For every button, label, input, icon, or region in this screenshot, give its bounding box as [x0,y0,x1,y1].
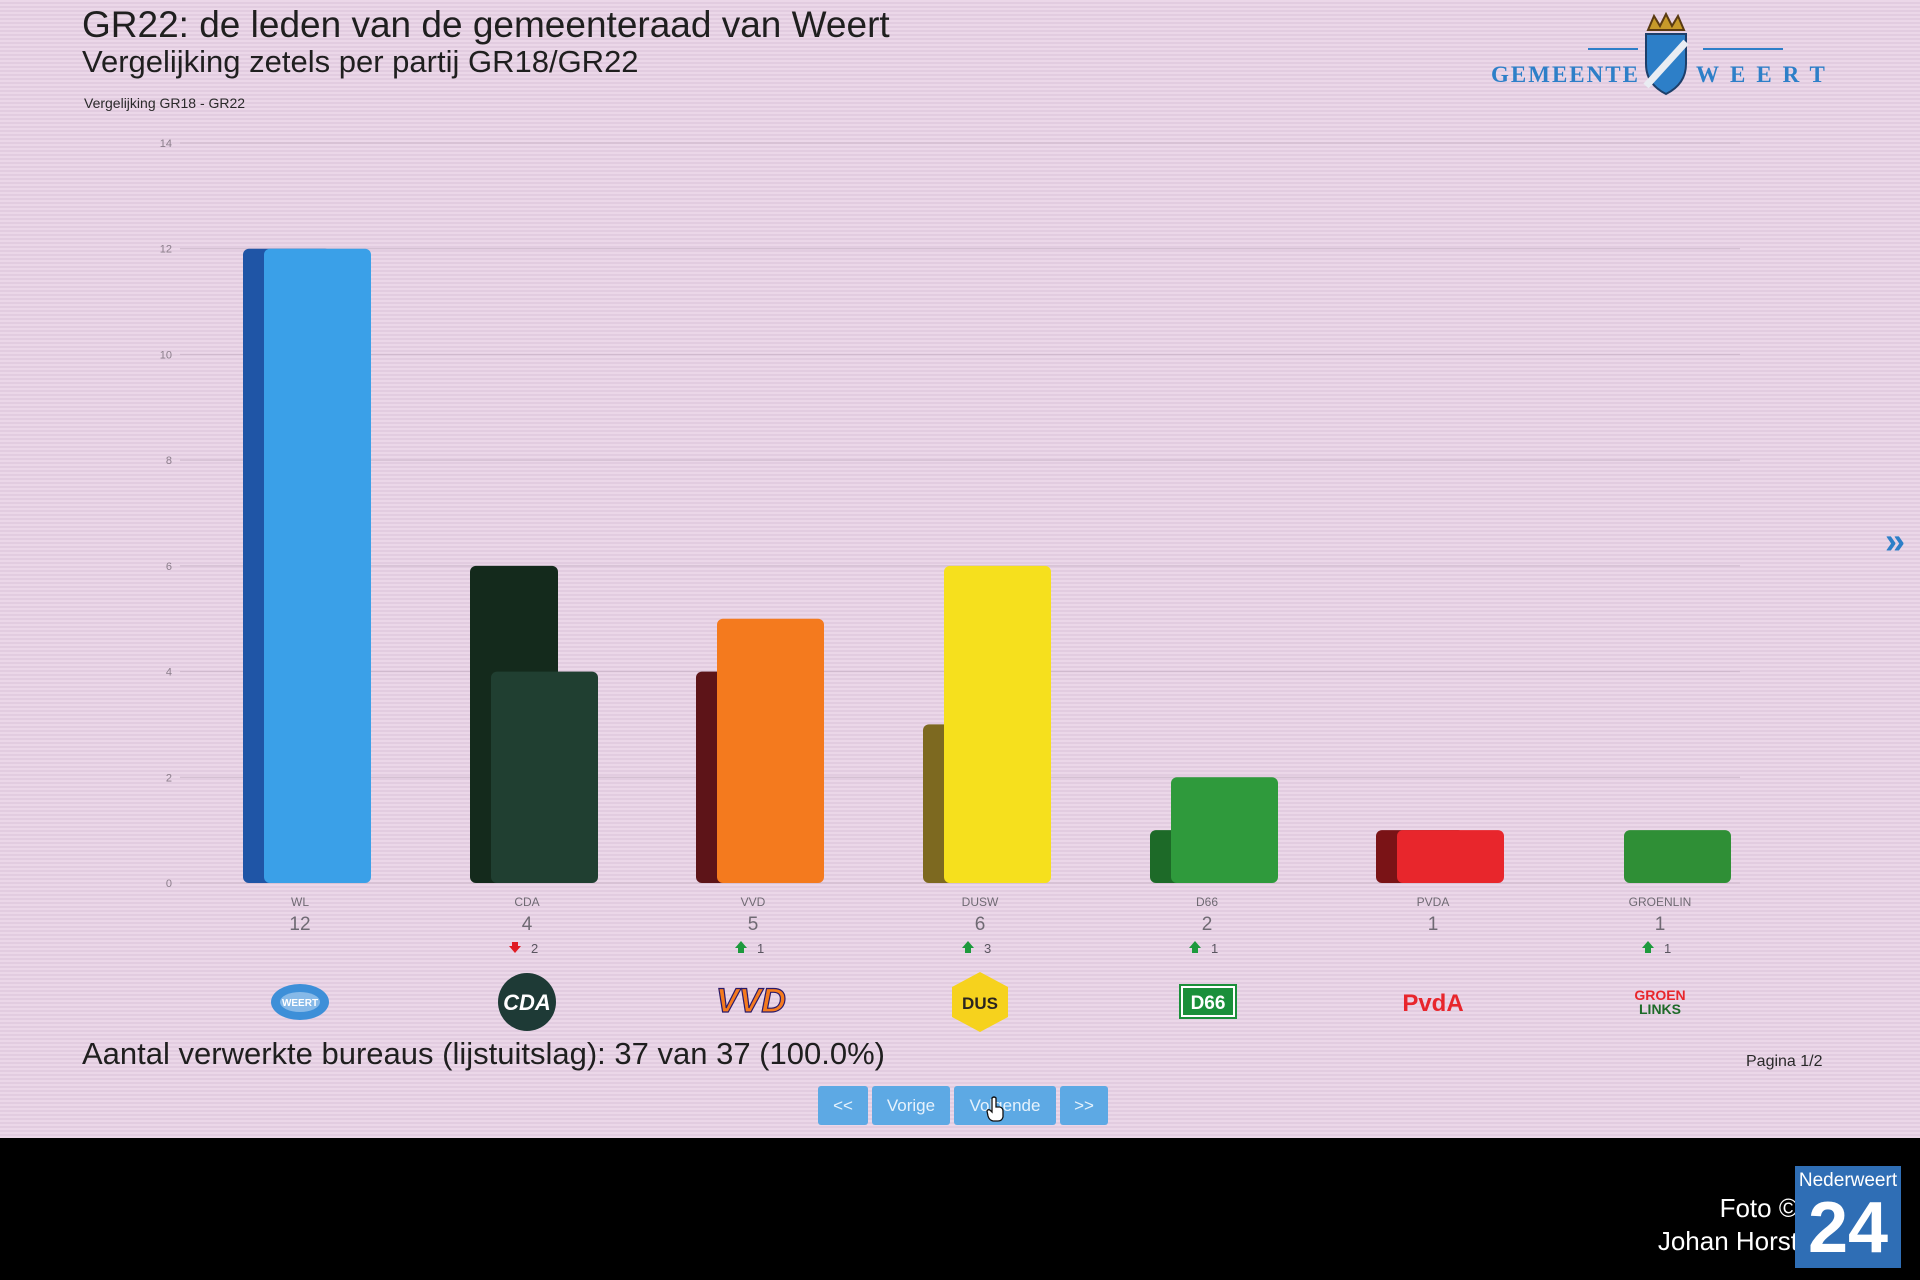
nederweert24-number: 24 [1807,1188,1889,1268]
bar-gr22 [944,565,1051,883]
change-label: 1 [757,941,764,956]
previous-page-button[interactable]: Vorige [872,1086,950,1125]
category-labels: WL 12 WEERT CDA 4 2 CDA VVD 5 1 VVD DUSW 6 3 DUS D66 2 1 D… [271,895,1691,1032]
category-label: DUSW [962,895,999,909]
logo-rule-left [1588,48,1638,50]
change-label: 2 [531,941,538,956]
bar-gr22 [1171,777,1278,883]
processed-bureaus-status: Aantal verwerkte bureaus (lijstuitslag):… [82,1036,885,1071]
y-tick-label: 6 [166,561,172,573]
y-tick-label: 8 [166,455,172,467]
pvda-logo-icon: PvdA [1402,990,1463,1017]
election-results-screen: GR22: de leden van de gemeenteraad van W… [0,0,1920,1138]
bar-gr22 [1624,830,1731,883]
category-label: PVDA [1417,895,1450,909]
y-tick-label: 0 [166,878,172,890]
change-label: 3 [984,941,991,956]
cda-logo-icon: CDA [498,973,556,1031]
page-title: GR22: de leden van de gemeenteraad van W… [82,4,890,45]
photo-credit: Foto © Johan Horst [1620,1192,1798,1258]
vvd-logo-icon: VVD [715,981,786,1020]
change-label: 1 [1211,941,1218,956]
bar-gr22 [717,618,824,883]
y-tick-label: 2 [166,772,172,784]
category-label: GROENLIN [1629,895,1692,909]
nederweert24-logo: Nederweert 24 [1795,1166,1901,1268]
party-logo-text: LINKS [1639,1001,1681,1017]
logo-rule-right [1703,48,1783,50]
page-indicator: Pagina 1/2 [1746,1053,1823,1070]
party-logo-text: PvdA [1402,990,1463,1017]
party-logo-text: WEERT [282,998,318,1009]
weert-lokaal-logo-icon: WEERT [271,984,329,1020]
d66-logo-icon: D66 [1179,984,1237,1019]
y-tick-label: 12 [160,244,172,256]
party-logo-text: VVD [716,982,786,1020]
bar-gr22 [491,671,598,883]
up-arrow-icon [1642,941,1654,953]
y-tick-label: 4 [166,667,172,679]
category-label: D66 [1196,895,1218,909]
dus-logo-icon: DUS [952,972,1008,1032]
y-tick-label: 10 [160,349,172,361]
up-arrow-icon [735,941,747,953]
up-arrow-icon [1189,941,1201,953]
category-label: WL [291,895,309,909]
coat-of-arms-icon [1643,12,1689,96]
value-label: 2 [1202,914,1213,935]
first-page-button[interactable]: << [818,1086,868,1125]
change-label: 1 [1664,941,1671,956]
value-label: 6 [975,914,986,935]
category-label: VVD [741,895,766,909]
category-label: CDA [514,895,539,909]
bar-gr22 [1397,830,1504,883]
y-axis-ticks: 0 2 4 6 8 10 12 14 [160,138,172,890]
double-chevron-right-icon[interactable]: » [1885,520,1906,561]
last-page-button[interactable]: >> [1060,1086,1108,1125]
party-logo-text: GROEN [1634,987,1685,1003]
chart-bars [243,248,1731,883]
value-label: 4 [522,914,533,935]
party-logo-text: CDA [503,990,551,1015]
page-subtitle: Vergelijking zetels per partij GR18/GR22 [82,44,639,79]
next-page-button[interactable]: Volgende [954,1086,1056,1125]
up-arrow-icon [962,941,974,953]
party-logo-text: D66 [1191,993,1226,1014]
y-tick-label: 14 [160,138,172,150]
photo-credit-line2: Johan Horst [1657,1226,1798,1256]
nederweert24-name: Nederweert [1798,1170,1898,1191]
value-label: 5 [748,914,759,935]
bar-gr22 [264,248,371,883]
hand-cursor-icon [986,1096,1004,1122]
value-label: 1 [1655,914,1666,935]
party-logo-text: DUS [962,994,998,1013]
logo-text-weert: WEERT [1696,62,1836,87]
gemeente-weert-logo: GEMEENTE WEERT [1488,10,1838,100]
value-label: 12 [289,914,310,935]
down-arrow-icon [509,942,521,953]
chart-caption: Vergelijking GR18 - GR22 [84,95,246,111]
value-label: 1 [1428,914,1439,935]
photo-credit-line1: Foto © [1719,1193,1798,1223]
logo-text-gemeente: GEMEENTE [1491,62,1640,87]
